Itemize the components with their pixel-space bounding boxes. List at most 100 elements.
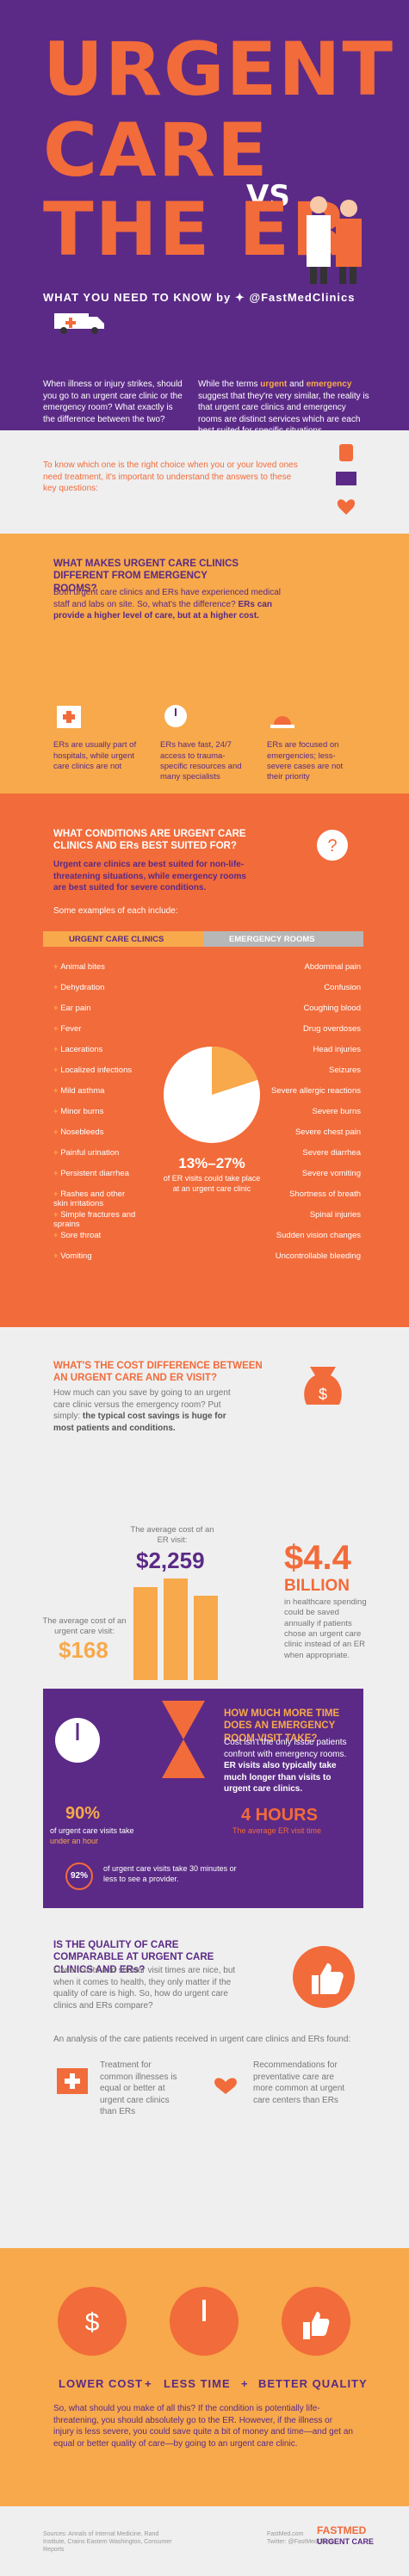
analysis-intro: An analysis of the care patients receive… [53, 2035, 351, 2044]
er-condition-item: Head injuries [313, 1045, 361, 1054]
er-condition-item: Severe vomiting [301, 1169, 361, 1178]
uc-cost-value: $168 [59, 1637, 108, 1663]
er-hours: 4 HOURS [241, 1806, 318, 1825]
er-condition-item: Uncontrollable bleeding [275, 1251, 361, 1261]
footer: Sources: Annals of Internal Medicine, Ra… [0, 2506, 409, 2576]
intro-text: To know which one is the right choice wh… [43, 460, 298, 493]
tag-better-quality: BETTER QUALITY [258, 2377, 368, 2390]
savings-value: $4.4 [284, 1539, 351, 1577]
svg-text:$: $ [85, 2308, 100, 2337]
urgent-condition-item: Mild asthma [53, 1086, 139, 1096]
finding-preventative: Recommendations for preventative care ar… [253, 2060, 345, 2105]
question-heading: WHAT CONDITIONS ARE URGENT CARE CLINICS … [53, 829, 246, 852]
stat-92: 92% [65, 1863, 93, 1890]
pie-caption: of ER visits could take place at an urge… [163, 1174, 261, 1193]
er-condition-item: Confusion [324, 983, 361, 992]
conclusion-icons: $ [58, 2287, 350, 2356]
er-cost-value: $2,259 [136, 1547, 205, 1573]
fastmed-logo: FASTMED [317, 2524, 367, 2536]
question-quality: IS THE QUALITY OF CARE COMPARABLE AT URG… [0, 1908, 409, 2248]
hospital-icon [57, 706, 81, 728]
urgent-condition-item: Painful urination [53, 1148, 139, 1158]
tag-less-time: LESS TIME [164, 2377, 231, 2390]
question-body: Lower costs and shorter visit times are … [53, 1966, 236, 2011]
sources: Sources: Annals of Internal Medicine, Ra… [43, 2531, 172, 2554]
savings-text: in healthcare spending could be saved an… [284, 1597, 367, 1660]
question-cost: WHAT'S THE COST DIFFERENCE BETWEEN AN UR… [0, 1327, 409, 1908]
svg-text:$: $ [319, 1386, 327, 1403]
conclusion-section: $ LOWER COST + LESS TIME + BETTER QUALIT… [0, 2248, 409, 2506]
urgent-condition-item: Animal bites [53, 962, 139, 972]
question-difference: WHAT MAKES URGENT CARE CLINICS DIFFERENT… [0, 534, 409, 794]
title-vs: VS [246, 179, 290, 213]
stopwatch-icon [55, 1718, 100, 1763]
health-hands-icon [214, 2078, 237, 2094]
uc-cost-label: The average cost of an urgent care visit… [42, 1616, 127, 1637]
question-conditions: WHAT CONDITIONS ARE URGENT CARE CLINICS … [0, 794, 409, 1327]
pie-percent: 13%–27% [178, 1155, 245, 1171]
point-hospital: ERs are usually part of hospitals, while… [53, 699, 144, 772]
question-heading: WHAT'S THE COST DIFFERENCE BETWEEN AN UR… [53, 1361, 263, 1384]
stopwatch-icon [164, 705, 187, 727]
er-condition-item: Severe burns [312, 1107, 361, 1116]
stat-90: 90% [65, 1804, 101, 1823]
er-condition-item: Abdominal pain [304, 962, 362, 972]
question-heading: WHAT MAKES URGENT CARE CLINICS DIFFERENT… [53, 559, 239, 594]
subtitle: WHAT YOU NEED TO KNOW by ✦ @FastMedClini… [43, 291, 356, 304]
point-access: ERs have fast, 24/7 access to trauma-spe… [160, 699, 251, 783]
title-urgent: URGENT [43, 27, 395, 113]
er-hours-text: The average ER visit time [232, 1826, 322, 1835]
er-condition-item: Spinal injuries [309, 1210, 361, 1220]
fastmed-logo-sub: URGENT CARE [317, 2537, 375, 2546]
title-care: CARE [43, 108, 270, 194]
er-condition-item: Severe chest pain [294, 1127, 361, 1137]
finding-treatment: Treatment for common illnesses is equal … [100, 2060, 177, 2116]
thumbs-up-icon [293, 1946, 355, 2008]
urgent-condition-item: Vomiting [53, 1251, 139, 1261]
question-heading: IS THE QUALITY OF CARE COMPARABLE AT URG… [53, 1940, 214, 1975]
phone-question-icon: ? [317, 830, 348, 861]
er-condition-item: Drug overdoses [302, 1024, 361, 1034]
money-hand-icon: $ [304, 1367, 342, 1405]
key-questions-icons [336, 444, 356, 515]
urgent-condition-item: Persistent diarrhea [53, 1169, 139, 1178]
er-cost-label: The average cost of an ER visit: [130, 1525, 214, 1546]
hourglass-icon [162, 1701, 205, 1778]
stat-92-text: of urgent care visits take 30 minutes or… [103, 1864, 237, 1883]
doctors-icon [307, 196, 362, 284]
urgent-column-label: URGENT CARE CLINICS [43, 931, 203, 947]
point-priority: ERs are focused on emergencies; less-sev… [267, 699, 357, 783]
urgent-condition-item: Ear pain [53, 1004, 139, 1013]
tag-plus: + [145, 2377, 152, 2390]
urgent-condition-item: Rashes and other skin irritations [53, 1189, 139, 1209]
er-condition-item: Severe diarrhea [302, 1148, 361, 1158]
urgent-condition-item: Localized infections [53, 1066, 139, 1075]
tag-plus: + [241, 2377, 249, 2390]
medical-kit-icon [57, 2068, 88, 2094]
coin-stacks-icon [133, 1578, 218, 1680]
time-body: Cost isn't the only issue patients confr… [224, 1738, 347, 1794]
er-condition-item: Sudden vision changes [276, 1231, 361, 1240]
er-condition-item: Shortness of breath [289, 1189, 361, 1199]
er-condition-item: Seizures [329, 1066, 361, 1075]
intro-section: To know which one is the right choice wh… [0, 430, 409, 534]
savings-unit: BILLION [284, 1577, 350, 1595]
urgent-condition-item: Minor burns [53, 1107, 139, 1116]
er-column-label: EMERGENCY ROOMS [203, 931, 363, 947]
urgent-condition-item: Nosebleeds [53, 1127, 139, 1137]
urgent-condition-item: Simple fractures and sprains [53, 1210, 139, 1230]
intro-explanation: While the terms urgent and emergency sug… [198, 380, 369, 430]
pie-slice-urgent [212, 1047, 258, 1095]
ambulance-icon [54, 313, 104, 334]
urgent-condition-item: Sore throat [53, 1231, 139, 1240]
comparison-header: URGENT CARE CLINICS EMERGENCY ROOMS [43, 931, 363, 947]
question-body: Urgent care clinics are best suited for … [53, 860, 246, 916]
twitter-handle[interactable]: @FastMedClinics [249, 291, 356, 304]
title-the-er: THE ER [43, 187, 350, 273]
conclusion-text: So, what should you make of all this? If… [53, 2404, 353, 2449]
twitter-icon: ✦ [234, 291, 250, 304]
time-panel: HOW MUCH MORE TIME DOES AN EMERGENCY ROO… [43, 1689, 363, 1908]
tag-lower-cost: LOWER COST [59, 2377, 144, 2390]
intro-question: When illness or injury strikes, should y… [43, 380, 183, 424]
urgent-condition-item: Lacerations [53, 1045, 139, 1054]
